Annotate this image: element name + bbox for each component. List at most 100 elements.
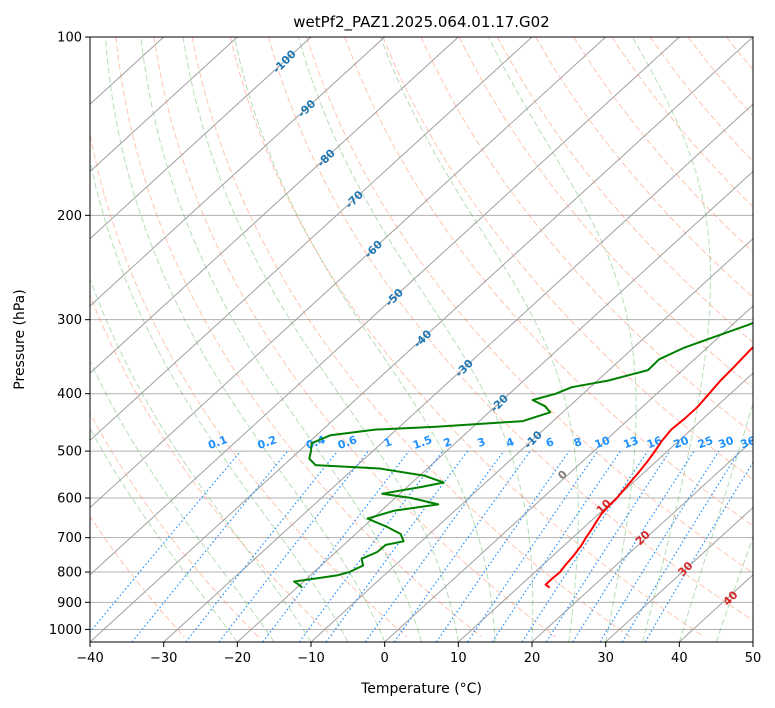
isotherms bbox=[90, 37, 753, 642]
moist-adiabat bbox=[90, 277, 312, 642]
moist-adiabat bbox=[488, 37, 637, 642]
isotherm-line bbox=[90, 37, 386, 307]
mixing-ratio-line bbox=[131, 450, 289, 642]
dry-adiabat bbox=[496, 37, 753, 344]
mixing-ratio-line bbox=[644, 461, 753, 642]
dry-adiabat-label: 10 bbox=[594, 497, 614, 517]
mixing-ratio-line bbox=[599, 450, 720, 642]
mixing-ratio-line bbox=[325, 450, 468, 642]
dry-adiabat bbox=[268, 37, 753, 622]
mixing-ratio-label: 1.5 bbox=[411, 433, 434, 452]
x-tick-label: −10 bbox=[297, 651, 324, 666]
x-tick-label: 40 bbox=[671, 651, 688, 666]
dry-adiabat-label: 40 bbox=[721, 588, 741, 608]
plot-area: 0.1 0.2 0.4 0.6 1 1.5 2 3 4 6 8 10 13 16 20 25 30 36-100-… bbox=[90, 37, 775, 642]
dry-adiabat bbox=[382, 37, 753, 481]
dry-adiabat bbox=[726, 37, 753, 71]
y-axis-label: Pressure (hPa) bbox=[12, 289, 28, 389]
mixing-ratio-line bbox=[364, 450, 505, 642]
moist-adiabat bbox=[233, 37, 496, 642]
dry-adiabat bbox=[573, 37, 753, 253]
mixing-ratio-label: 8 bbox=[572, 435, 584, 450]
dewpoint-profile-line bbox=[293, 321, 753, 589]
mixing-ratio-label: 13 bbox=[622, 434, 641, 451]
dry-adiabat bbox=[535, 37, 753, 298]
x-tick-label: 50 bbox=[745, 651, 762, 666]
mixing-ratio-line bbox=[393, 450, 531, 642]
mixing-ratio-label: 30 bbox=[717, 434, 736, 452]
moist-adiabat bbox=[715, 535, 753, 642]
dry-adiabat bbox=[306, 37, 753, 574]
isotherm-line bbox=[90, 37, 312, 240]
x-tick-label: 0 bbox=[381, 651, 389, 666]
temperature-profile-line bbox=[544, 345, 753, 589]
x-tick-label: 10 bbox=[450, 651, 467, 666]
pressure-gridlines bbox=[90, 37, 753, 630]
mixing-ratio-lines bbox=[90, 450, 753, 642]
mixing-ratio-label: 0.1 bbox=[206, 433, 229, 452]
y-tick-label: 1000 bbox=[49, 623, 82, 638]
isotherm-line bbox=[90, 37, 680, 576]
isotherm-line bbox=[531, 439, 753, 642]
moist-adiabat bbox=[297, 37, 534, 642]
y-tick-label: 100 bbox=[57, 31, 82, 46]
mixing-ratio-line bbox=[185, 450, 339, 642]
x-tick-label: −30 bbox=[150, 651, 177, 666]
moist-adiabat bbox=[90, 158, 349, 642]
mixing-ratio-label: 0.4 bbox=[304, 433, 327, 452]
mixing-ratio-label: 36 bbox=[739, 434, 758, 452]
x-axis: −40 −30 −20 −10 0 10 20 30 40 50 bbox=[76, 642, 761, 666]
mixing-ratio-line bbox=[621, 450, 740, 642]
isotherm-line bbox=[752, 641, 753, 642]
isotherm-line bbox=[310, 237, 753, 642]
mixing-ratio-label: 4 bbox=[504, 435, 516, 450]
mixing-ratio-line bbox=[521, 450, 649, 642]
mixing-ratio-label: 25 bbox=[696, 434, 715, 451]
dry-adiabat bbox=[90, 293, 334, 638]
moist-adiabat bbox=[182, 37, 459, 642]
mixing-ratio-label: 6 bbox=[544, 435, 556, 450]
isotherm-line bbox=[236, 170, 753, 642]
y-tick-label: 700 bbox=[57, 531, 82, 546]
dry-adiabat bbox=[458, 37, 753, 389]
moist-adiabat bbox=[380, 37, 579, 642]
isotherm-line bbox=[90, 37, 459, 374]
mixing-ratio-label: 10 bbox=[593, 434, 612, 452]
isotherm-line bbox=[90, 37, 753, 642]
chart-title: wetPf2_PAZ1.2025.064.01.17.G02 bbox=[293, 13, 549, 32]
y-tick-label: 200 bbox=[57, 209, 82, 224]
x-tick-label: 30 bbox=[597, 651, 614, 666]
mixing-ratio-label: 16 bbox=[645, 434, 664, 452]
dry-adiabat bbox=[344, 37, 753, 527]
mixing-ratio-line bbox=[298, 450, 444, 642]
dry-adiabat bbox=[229, 37, 705, 638]
dry-adiabat bbox=[115, 37, 482, 638]
moist-adiabat bbox=[140, 37, 422, 642]
mixing-ratio-line bbox=[466, 450, 599, 642]
isotherm-line bbox=[90, 37, 238, 173]
moist-adiabat bbox=[105, 37, 386, 642]
dry-adiabat-label: 20 bbox=[633, 528, 653, 548]
mixing-ratio-label: 20 bbox=[672, 434, 691, 452]
mixing-ratio-label: 3 bbox=[476, 435, 488, 450]
dry-adiabat bbox=[649, 37, 753, 163]
dry-adiabat bbox=[191, 37, 631, 638]
y-tick-label: 600 bbox=[57, 492, 82, 507]
x-tick-label: −20 bbox=[224, 651, 251, 666]
dry-adiabat bbox=[420, 37, 753, 435]
data-series bbox=[293, 321, 753, 589]
moist-adiabats bbox=[90, 37, 753, 642]
dry-adiabat bbox=[765, 37, 775, 637]
isotherm-line bbox=[457, 372, 753, 642]
mixing-ratio-line bbox=[90, 450, 242, 633]
mixing-ratio-line bbox=[218, 450, 369, 642]
moist-adiabat bbox=[90, 359, 275, 642]
isotherm-line bbox=[90, 37, 607, 509]
y-axis: 100 200 300 400 500 600 700 800 900 1000 bbox=[49, 31, 90, 638]
background-line-labels: 0.1 0.2 0.4 0.6 1 1.5 2 3 4 6 8 10 13 16 20 25 30 36-100-… bbox=[206, 47, 758, 608]
mixing-ratio-label: 0.6 bbox=[336, 433, 359, 452]
isotherm-line bbox=[90, 37, 533, 442]
y-tick-label: 300 bbox=[57, 313, 82, 328]
isotherm-line bbox=[384, 305, 753, 642]
